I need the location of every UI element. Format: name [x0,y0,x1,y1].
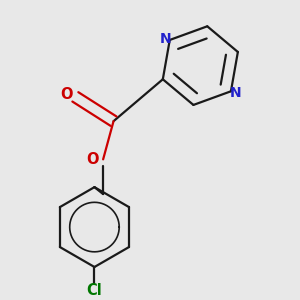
Text: N: N [160,32,171,46]
Text: O: O [86,152,99,167]
Text: O: O [60,87,73,102]
Text: N: N [229,86,241,100]
Text: Cl: Cl [87,283,102,298]
